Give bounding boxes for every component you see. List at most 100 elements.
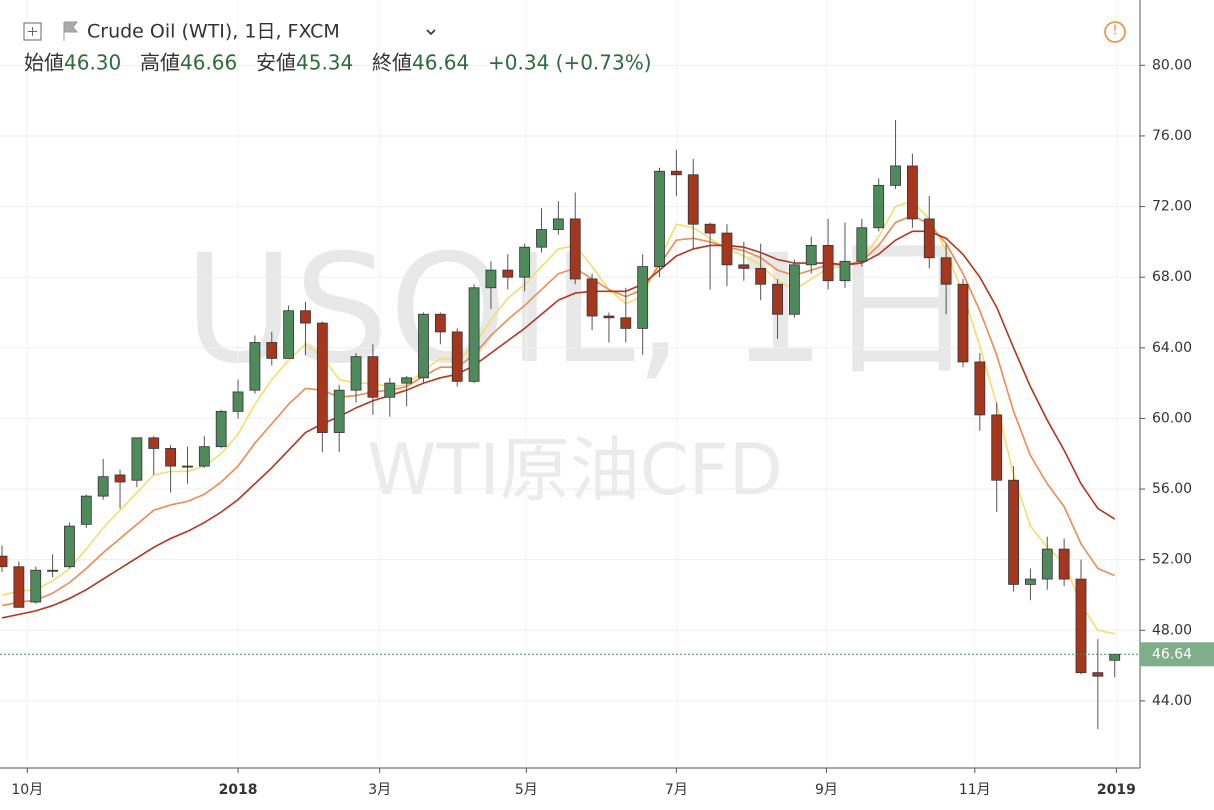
chart-title: Crude Oil (WTI), 1日, FXCM	[87, 21, 340, 43]
candle-body	[620, 317, 632, 329]
legend-value: 45.34	[296, 51, 353, 75]
candle-body	[721, 232, 733, 266]
candle-body	[788, 264, 800, 315]
alert-icon[interactable]	[1104, 21, 1126, 43]
candle-body	[468, 287, 480, 382]
legend-value: 46.66	[180, 51, 237, 75]
y-tick-label: 52.00	[1152, 552, 1192, 568]
candle-body	[805, 245, 817, 266]
last-price-tag	[1140, 642, 1214, 667]
candle-body	[165, 448, 177, 467]
legend-value: 46.64	[412, 51, 469, 75]
candle-body	[1058, 548, 1070, 580]
candle-body	[0, 555, 8, 568]
legend-label: 終値	[372, 51, 412, 75]
x-tick-label: 10月	[11, 782, 43, 798]
candle-body	[552, 218, 564, 230]
y-tick-label: 76.00	[1152, 128, 1192, 144]
candle-body	[97, 476, 109, 497]
flag-icon	[63, 21, 79, 41]
candle-body	[401, 377, 413, 384]
expand-icon-plus	[28, 27, 37, 36]
watermark-sub: WTI原油CFD	[367, 429, 783, 511]
candle-body	[1075, 578, 1087, 674]
candle-body	[47, 569, 58, 572]
y-tick-label: 68.00	[1152, 269, 1192, 285]
candle-body	[957, 283, 969, 363]
candle-body	[654, 170, 665, 267]
candle-body	[637, 266, 649, 329]
candle-body	[536, 229, 547, 248]
candle-body	[333, 389, 345, 433]
candle-body	[856, 227, 868, 262]
last-price-label: 46.64	[1152, 646, 1192, 662]
legend-label: 高値	[140, 51, 180, 75]
candle-body	[80, 495, 92, 525]
candle-body	[384, 382, 396, 398]
candle-body	[451, 331, 463, 382]
legend-value: 46.30	[64, 51, 121, 75]
legend-label: 安値	[256, 51, 296, 75]
plot	[0, 0, 1140, 768]
candle-body	[839, 260, 851, 282]
candle-body	[704, 223, 716, 234]
x-tick-label: 11月	[959, 782, 991, 798]
ohlc-legend: 始値 46.30 高値 46.66 安値 45.34 終値 46.64 +0.34 (+0.73…	[24, 51, 652, 75]
candle-body	[1092, 672, 1104, 677]
candle-body	[283, 310, 295, 359]
candle-body	[30, 569, 42, 603]
candle-body	[249, 342, 261, 391]
y-tick-label: 44.00	[1152, 693, 1192, 709]
candle-body	[687, 174, 699, 225]
candle-body	[890, 165, 901, 186]
candle-body	[569, 218, 581, 280]
candle-body	[64, 525, 75, 568]
candle-body	[603, 315, 615, 319]
candle-body	[923, 218, 935, 259]
candle-body	[316, 322, 328, 433]
candle-body	[485, 269, 497, 289]
candle-body	[215, 410, 227, 448]
y-tick-label: 72.00	[1152, 199, 1192, 215]
x-tick-label: 2019	[1097, 782, 1136, 798]
candle-body	[519, 246, 531, 278]
candle-body	[1008, 479, 1019, 585]
candle-body	[350, 356, 362, 391]
candle-body	[822, 245, 834, 282]
x-tick-label: 9月	[815, 782, 838, 798]
x-tick-label: 2018	[219, 782, 258, 798]
x-tick-label: 3月	[368, 782, 391, 798]
candle-body	[1041, 548, 1053, 580]
y-tick-label: 60.00	[1152, 410, 1192, 426]
y-tick-label: 80.00	[1152, 57, 1192, 73]
candle-body	[1109, 653, 1121, 661]
candle-body	[114, 474, 126, 483]
candle-body	[940, 257, 952, 285]
candle-body	[873, 184, 885, 229]
y-tick-label: 56.00	[1152, 481, 1192, 497]
candle-body	[198, 446, 210, 467]
candle-body	[907, 165, 918, 220]
x-tick-label: 5月	[515, 782, 538, 798]
alert-icon-mark: !	[1112, 24, 1117, 39]
candle-body	[755, 267, 767, 285]
candle-body	[434, 313, 446, 333]
candle-body	[232, 391, 244, 412]
candle-body	[586, 278, 598, 317]
dropdown-icon[interactable]	[426, 29, 436, 36]
expand-icon[interactable]	[23, 22, 42, 41]
candle-body	[991, 414, 1003, 481]
candle-body	[1025, 578, 1036, 585]
candle-body	[131, 437, 143, 481]
candle-body	[418, 313, 429, 379]
y-tick-label: 48.00	[1152, 622, 1192, 638]
x-tick-label: 7月	[665, 782, 688, 798]
y-tick-label: 64.00	[1152, 340, 1192, 356]
candle-body	[266, 342, 278, 359]
candle-body	[367, 356, 379, 398]
candle-body	[182, 465, 193, 468]
candle-body	[13, 566, 25, 608]
candle-body	[772, 283, 783, 315]
candle-body	[300, 310, 311, 324]
